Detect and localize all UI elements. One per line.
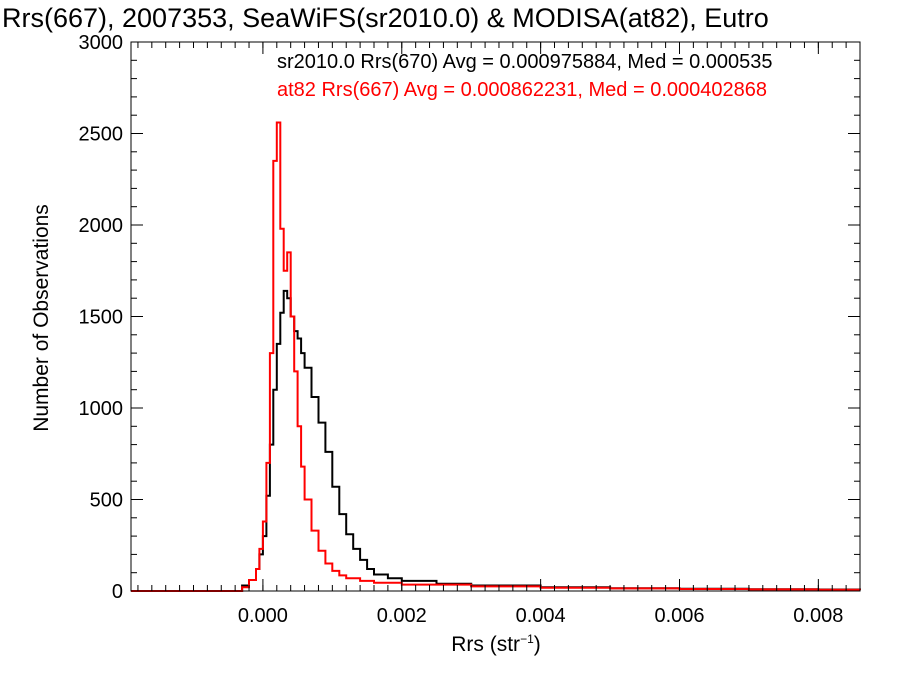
x-axis-label-base: Rrs (str (451, 633, 520, 656)
series-layer (131, 121, 861, 592)
y-tick-label: 500 (90, 490, 123, 512)
y-tick-label: 3000 (79, 32, 124, 54)
y-tick-label: 2500 (79, 124, 124, 146)
x-axis-label: Rrs (str−1) (451, 632, 541, 656)
x-axis-label-superscript: −1 (520, 632, 534, 646)
x-tick-label: 0.004 (516, 605, 566, 627)
plot-frame (130, 41, 861, 592)
x-tick-label: 0.000 (238, 605, 288, 627)
series-line-0 (131, 289, 861, 592)
y-tick-label: 2000 (79, 215, 124, 237)
y-tick-label: 1000 (79, 398, 124, 420)
x-axis-label-close: ) (534, 633, 541, 656)
chart-title: Rrs(667), 2007353, SeaWiFS(sr2010.0) & M… (2, 3, 769, 33)
x-tick-label: 0.002 (377, 605, 427, 627)
x-axis-ticks: 0.000 0.002 0.004 0.006 0.008 (137, 42, 861, 627)
y-tick-label: 1500 (79, 307, 124, 329)
y-axis-label: Number of Observations (30, 204, 53, 432)
x-tick-label: 0.006 (654, 605, 704, 627)
series-line-1 (131, 121, 861, 592)
y-tick-label: 0 (112, 581, 123, 603)
legend-entry-sr2010: sr2010.0 Rrs(670) Avg = 0.000975884, Med… (277, 51, 773, 73)
y-axis-ticks: 0 500 1000 1500 2000 2500 3000 (79, 32, 860, 603)
x-tick-label: 0.008 (793, 605, 843, 627)
legend-entry-at82: at82 Rrs(667) Avg = 0.000862231, Med = 0… (277, 79, 767, 101)
